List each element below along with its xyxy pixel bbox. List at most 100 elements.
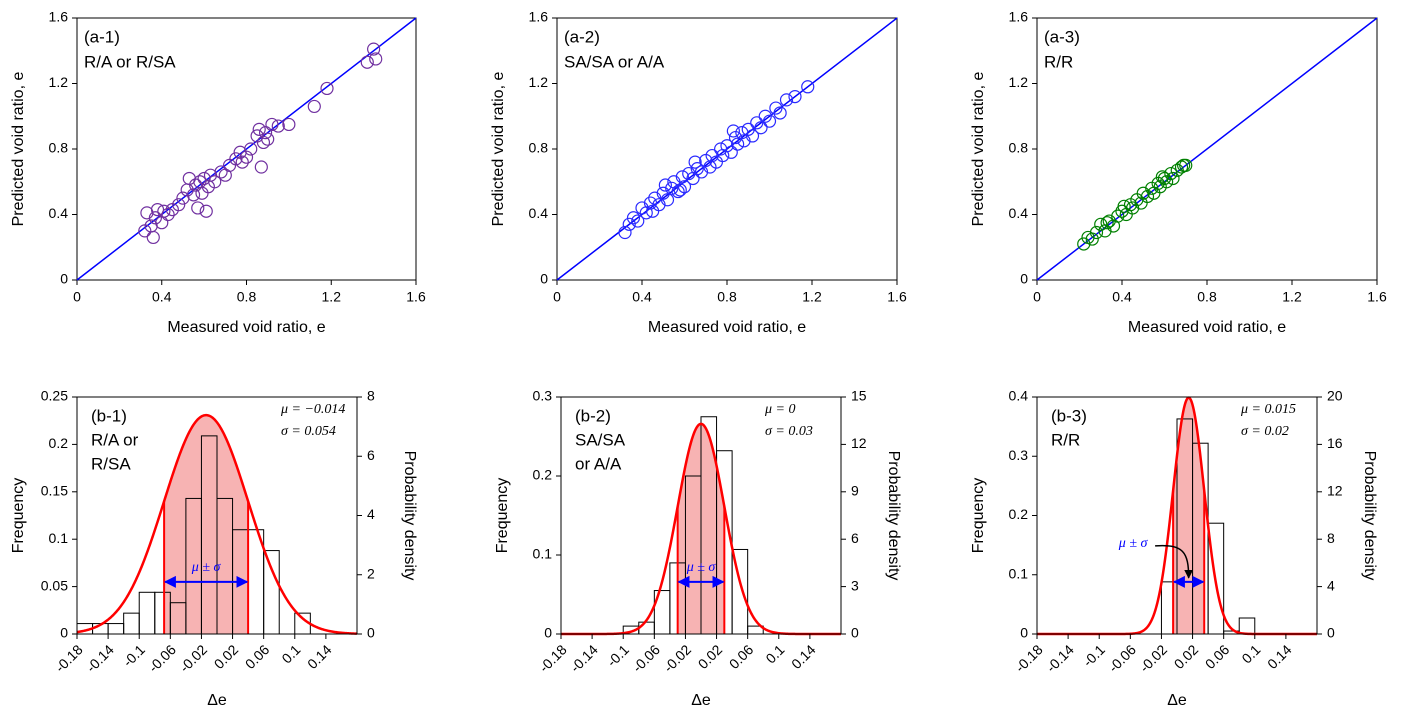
x-tick-label: 0 <box>1033 289 1041 305</box>
point <box>150 202 165 217</box>
point <box>779 93 794 107</box>
point <box>239 150 254 164</box>
point <box>773 106 787 120</box>
point <box>146 230 160 245</box>
plot-frame <box>556 17 898 281</box>
y-tick-label: 0 <box>540 271 548 287</box>
x-tick-label: -0.18 <box>1012 641 1046 675</box>
y2-tick-label: 0 <box>367 625 375 641</box>
y-axis-label: Predicted void ratio, e <box>490 72 507 227</box>
point <box>788 89 802 104</box>
point <box>214 165 228 179</box>
y-tick-label: 1.2 <box>529 74 549 90</box>
x-tick-label: 1.6 <box>887 289 907 305</box>
point <box>762 114 777 128</box>
panel-annotation: SA/SA or A/A <box>564 52 665 71</box>
x-tick-label: 0 <box>73 289 81 305</box>
point <box>1111 209 1125 223</box>
y2-tick-label: 8 <box>1327 530 1335 546</box>
y2-tick-label: 12 <box>1327 483 1343 499</box>
y-tick-label: 1.6 <box>49 9 69 25</box>
plot-frame <box>76 17 417 281</box>
y-tick-label: 0.1 <box>533 546 553 562</box>
y-tick-label: 0 <box>60 625 68 641</box>
point <box>307 99 321 114</box>
panel-annotation: R/R <box>1051 430 1080 449</box>
y-tick-label: 1.2 <box>1009 74 1029 90</box>
point <box>1177 158 1191 172</box>
panel-annotation: (b-2) <box>575 406 611 425</box>
point <box>254 160 268 174</box>
x-tick-label: 0.02 <box>695 641 726 672</box>
sigma-band <box>1173 397 1205 634</box>
point <box>229 152 243 166</box>
x-tick-label: -0.14 <box>567 641 601 675</box>
point <box>673 183 687 197</box>
y-tick-label: 0.8 <box>1009 140 1029 156</box>
panel-annotation: (b-3) <box>1051 406 1087 425</box>
sigma-label: σ = 0.02 <box>1241 424 1289 439</box>
y-tick-label: 0 <box>1020 625 1028 641</box>
x-axis-label: Δe <box>691 692 711 709</box>
y-tick-label: 0.2 <box>1009 506 1029 522</box>
mu-label: μ = −0.014 <box>280 402 345 417</box>
x-tick-label: 1.2 <box>802 289 822 305</box>
point <box>208 175 222 189</box>
point <box>750 116 764 130</box>
point <box>1166 171 1180 186</box>
panel-annotation: R/SA <box>91 454 131 473</box>
x-tick-label: -0.14 <box>83 641 117 675</box>
point <box>1085 232 1099 246</box>
point <box>726 124 740 138</box>
point <box>741 122 755 136</box>
point <box>631 214 645 228</box>
y-tick-label: 0.3 <box>533 388 553 404</box>
point <box>677 180 692 194</box>
y-axis-label: Predicted void ratio, e <box>10 72 27 227</box>
panel-annotation: (a-3) <box>1044 27 1080 46</box>
y2-tick-label: 0 <box>851 625 859 641</box>
y-tick-label: 0 <box>544 625 552 641</box>
point <box>367 42 381 56</box>
x-tick-label: 0.06 <box>242 641 273 672</box>
point <box>1117 199 1131 213</box>
y2-tick-label: 8 <box>367 388 375 404</box>
y2-tick-label: 16 <box>1327 435 1343 451</box>
bar <box>107 623 125 635</box>
bar <box>123 612 140 635</box>
point <box>258 126 273 140</box>
y2-tick-label: 6 <box>851 530 859 546</box>
plot-frame <box>1036 396 1318 635</box>
sigma-label: σ = 0.054 <box>281 424 336 439</box>
x-tick-label: -0.18 <box>536 641 570 675</box>
point <box>161 207 175 222</box>
x-tick-label: -0.18 <box>52 641 86 675</box>
x-tick-label: -0.02 <box>176 641 210 675</box>
y-tick-label: 0.8 <box>49 140 69 156</box>
point <box>622 217 636 231</box>
y-tick-label: 0.8 <box>529 140 549 156</box>
x-tick-label: -0.14 <box>1043 641 1077 675</box>
sigma-band <box>164 415 249 634</box>
x-tick-label: 1.2 <box>322 289 342 305</box>
x-tick-label: 0.4 <box>152 289 172 305</box>
x-tick-label: 0.1 <box>278 641 303 666</box>
point <box>191 201 205 215</box>
y2-tick-label: 0 <box>1327 625 1335 641</box>
point <box>646 204 660 218</box>
mu-label: μ = 0 <box>764 402 795 417</box>
y-tick-label: 0 <box>60 271 68 287</box>
point <box>1140 189 1155 204</box>
point <box>195 186 209 200</box>
point <box>199 204 213 218</box>
point <box>172 198 186 212</box>
x-axis-label: Measured void ratio, e <box>648 319 806 336</box>
point <box>157 204 171 218</box>
point <box>271 119 285 133</box>
point <box>360 55 374 69</box>
y-tick-label: 1.6 <box>1009 9 1029 25</box>
y-tick-label: 0.1 <box>49 530 69 546</box>
x-tick-label: 0.02 <box>1171 641 1202 672</box>
y-tick-label: 1.6 <box>529 9 549 25</box>
x-tick-label: 0.06 <box>1202 641 1233 672</box>
